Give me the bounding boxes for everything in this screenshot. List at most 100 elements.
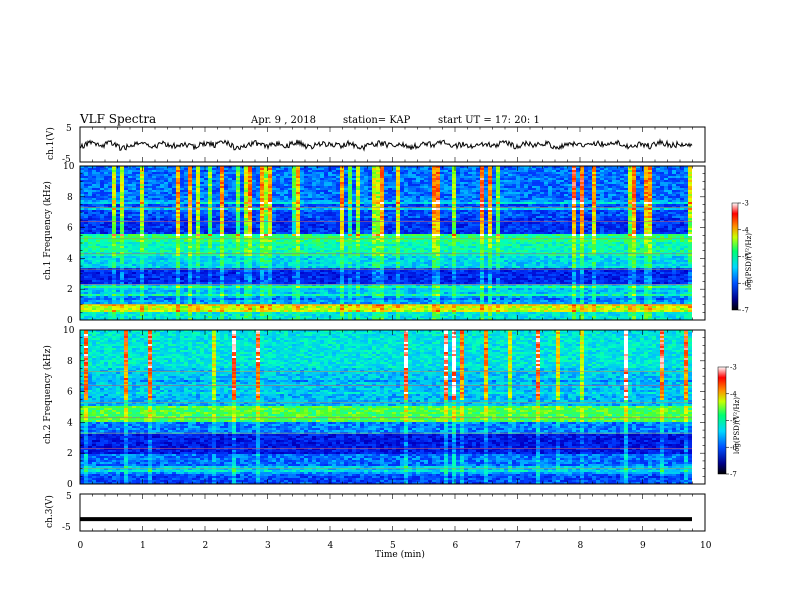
spec-ch1-cell xyxy=(136,188,141,191)
spec-ch1-cell xyxy=(224,208,229,211)
spec-ch1-cell xyxy=(212,196,217,199)
spec-ch1-cell xyxy=(212,174,217,177)
spec-ch1-cell xyxy=(604,170,609,173)
spec-ch1-cell xyxy=(112,186,117,189)
spec-ch1-cell xyxy=(476,192,481,195)
spec-ch1-cell xyxy=(240,202,245,205)
spec-ch1-cell xyxy=(208,224,213,227)
spec-ch1-cell xyxy=(572,166,577,169)
spec-ch1-cell xyxy=(396,170,401,173)
spec-ch1-cell xyxy=(304,180,309,183)
spec-ch1-cell xyxy=(128,176,133,179)
spec-ch1-cell xyxy=(508,192,513,195)
spec-ch1-cell xyxy=(264,202,269,205)
spec-ch1-cell xyxy=(304,222,309,225)
spec-ch1-cell xyxy=(620,172,625,175)
spec-ch1-cell xyxy=(360,200,365,203)
spec-ch1-cell xyxy=(644,184,649,187)
spec-ch1-cell xyxy=(676,194,681,197)
spec-ch1-cell xyxy=(400,224,405,227)
spec-ch1-cell xyxy=(312,202,317,205)
spec-ch1-cell xyxy=(288,196,293,199)
spec-ch1-cell xyxy=(552,190,557,193)
spec-ch1-cell xyxy=(188,210,193,213)
spec-ch1-cell xyxy=(440,178,445,181)
spec-ch1-cell xyxy=(344,182,349,185)
station-label: station= KAP xyxy=(343,115,411,126)
spec-ch1-cell xyxy=(604,228,609,231)
spec-ch1-cell xyxy=(236,200,241,203)
spec-ch1-cell xyxy=(184,204,189,207)
spec-ch1-cell xyxy=(412,206,417,209)
spec-ch1-cell xyxy=(420,216,425,219)
spec-ch1-cell xyxy=(184,180,189,183)
spec-ch1-cell xyxy=(520,210,525,213)
spec-ch1-cell xyxy=(368,166,373,169)
spec-ch1-cell xyxy=(476,224,481,227)
spec-ch1-cell xyxy=(668,188,673,191)
spec-ch1-cell xyxy=(220,210,225,213)
spec-ch1-cell xyxy=(88,204,93,207)
spec-ch1-cell xyxy=(488,218,493,221)
spec-ch1-cell xyxy=(620,178,625,181)
spec-ch1-cell xyxy=(200,176,205,179)
spec-ch1-cell xyxy=(192,174,197,177)
spec-ch1-cell xyxy=(224,202,229,205)
spec-ch1-cell xyxy=(536,174,541,177)
spec-ch1-cell xyxy=(492,202,497,205)
spec-ch1-cell xyxy=(636,206,641,209)
spec-ch1-cell xyxy=(396,166,401,169)
spec-ch1-cell xyxy=(300,206,305,209)
spec-ch1-cell xyxy=(248,168,253,171)
spec-ch1-cell xyxy=(120,180,125,183)
spec-ch1-cell xyxy=(168,192,173,195)
spec-ch1-cell xyxy=(536,214,541,217)
spec-ch1-cell xyxy=(456,218,461,221)
spec-ch1-cell xyxy=(536,190,541,193)
spec-ch1-cell xyxy=(300,174,305,177)
spec-ch1-cell xyxy=(188,218,193,221)
spec-ch1-cell xyxy=(88,180,93,183)
spec-ch1-cell xyxy=(456,202,461,205)
spec-ch1-cell xyxy=(580,182,585,185)
spec-ch1-cell xyxy=(232,224,237,227)
spec-ch1-cell xyxy=(436,194,441,197)
spec-ch1-cell xyxy=(160,178,165,181)
spec-ch1-cell xyxy=(684,178,689,181)
spec-ch1-cell xyxy=(524,208,529,211)
spec-ch1-cell xyxy=(288,210,293,213)
spec-ch1-cell xyxy=(192,204,197,207)
spec-ch1-cell xyxy=(332,208,337,211)
spec-ch1-cell xyxy=(156,228,161,231)
spec-ch1-cell xyxy=(404,202,409,205)
spec-ch1-cell xyxy=(204,190,209,193)
spec-ch1-cell xyxy=(348,200,353,203)
spec-ch1-cell xyxy=(444,222,449,225)
spec-ch1-cell xyxy=(376,206,381,209)
spec-ch1-cell xyxy=(164,174,169,177)
spec-ch1-cell xyxy=(392,178,397,181)
spec-ch1-cell xyxy=(224,172,229,175)
spec-ch1-cell xyxy=(392,198,397,201)
spec-ch1-cell xyxy=(280,182,285,185)
spec-ch1-cell xyxy=(544,192,549,195)
spec-ch1-cell xyxy=(148,200,153,203)
spec-ch1-cell xyxy=(380,188,385,191)
spec-ch1-cell xyxy=(464,166,469,169)
spec-ch1-cell xyxy=(604,192,609,195)
spec-ch1-cell xyxy=(196,204,201,207)
spec-ch1-cell xyxy=(544,210,549,213)
spec-ch1-cell xyxy=(396,172,401,175)
spec-ch1-cell xyxy=(652,210,657,213)
spec-ch1-cell xyxy=(464,208,469,211)
spec-ch1-cell xyxy=(232,204,237,207)
spec-ch1-cell xyxy=(572,202,577,205)
spec-ch1-cell xyxy=(268,206,273,209)
spec-ch1-cell xyxy=(632,168,637,171)
spec-ch1-cell xyxy=(552,222,557,225)
spec-ch1-cell xyxy=(404,222,409,225)
spec-ch1-cell xyxy=(184,212,189,215)
spec-ch1-cell xyxy=(408,192,413,195)
spec-ch1-cell xyxy=(540,224,545,227)
spec-ch1-cell xyxy=(600,214,605,217)
